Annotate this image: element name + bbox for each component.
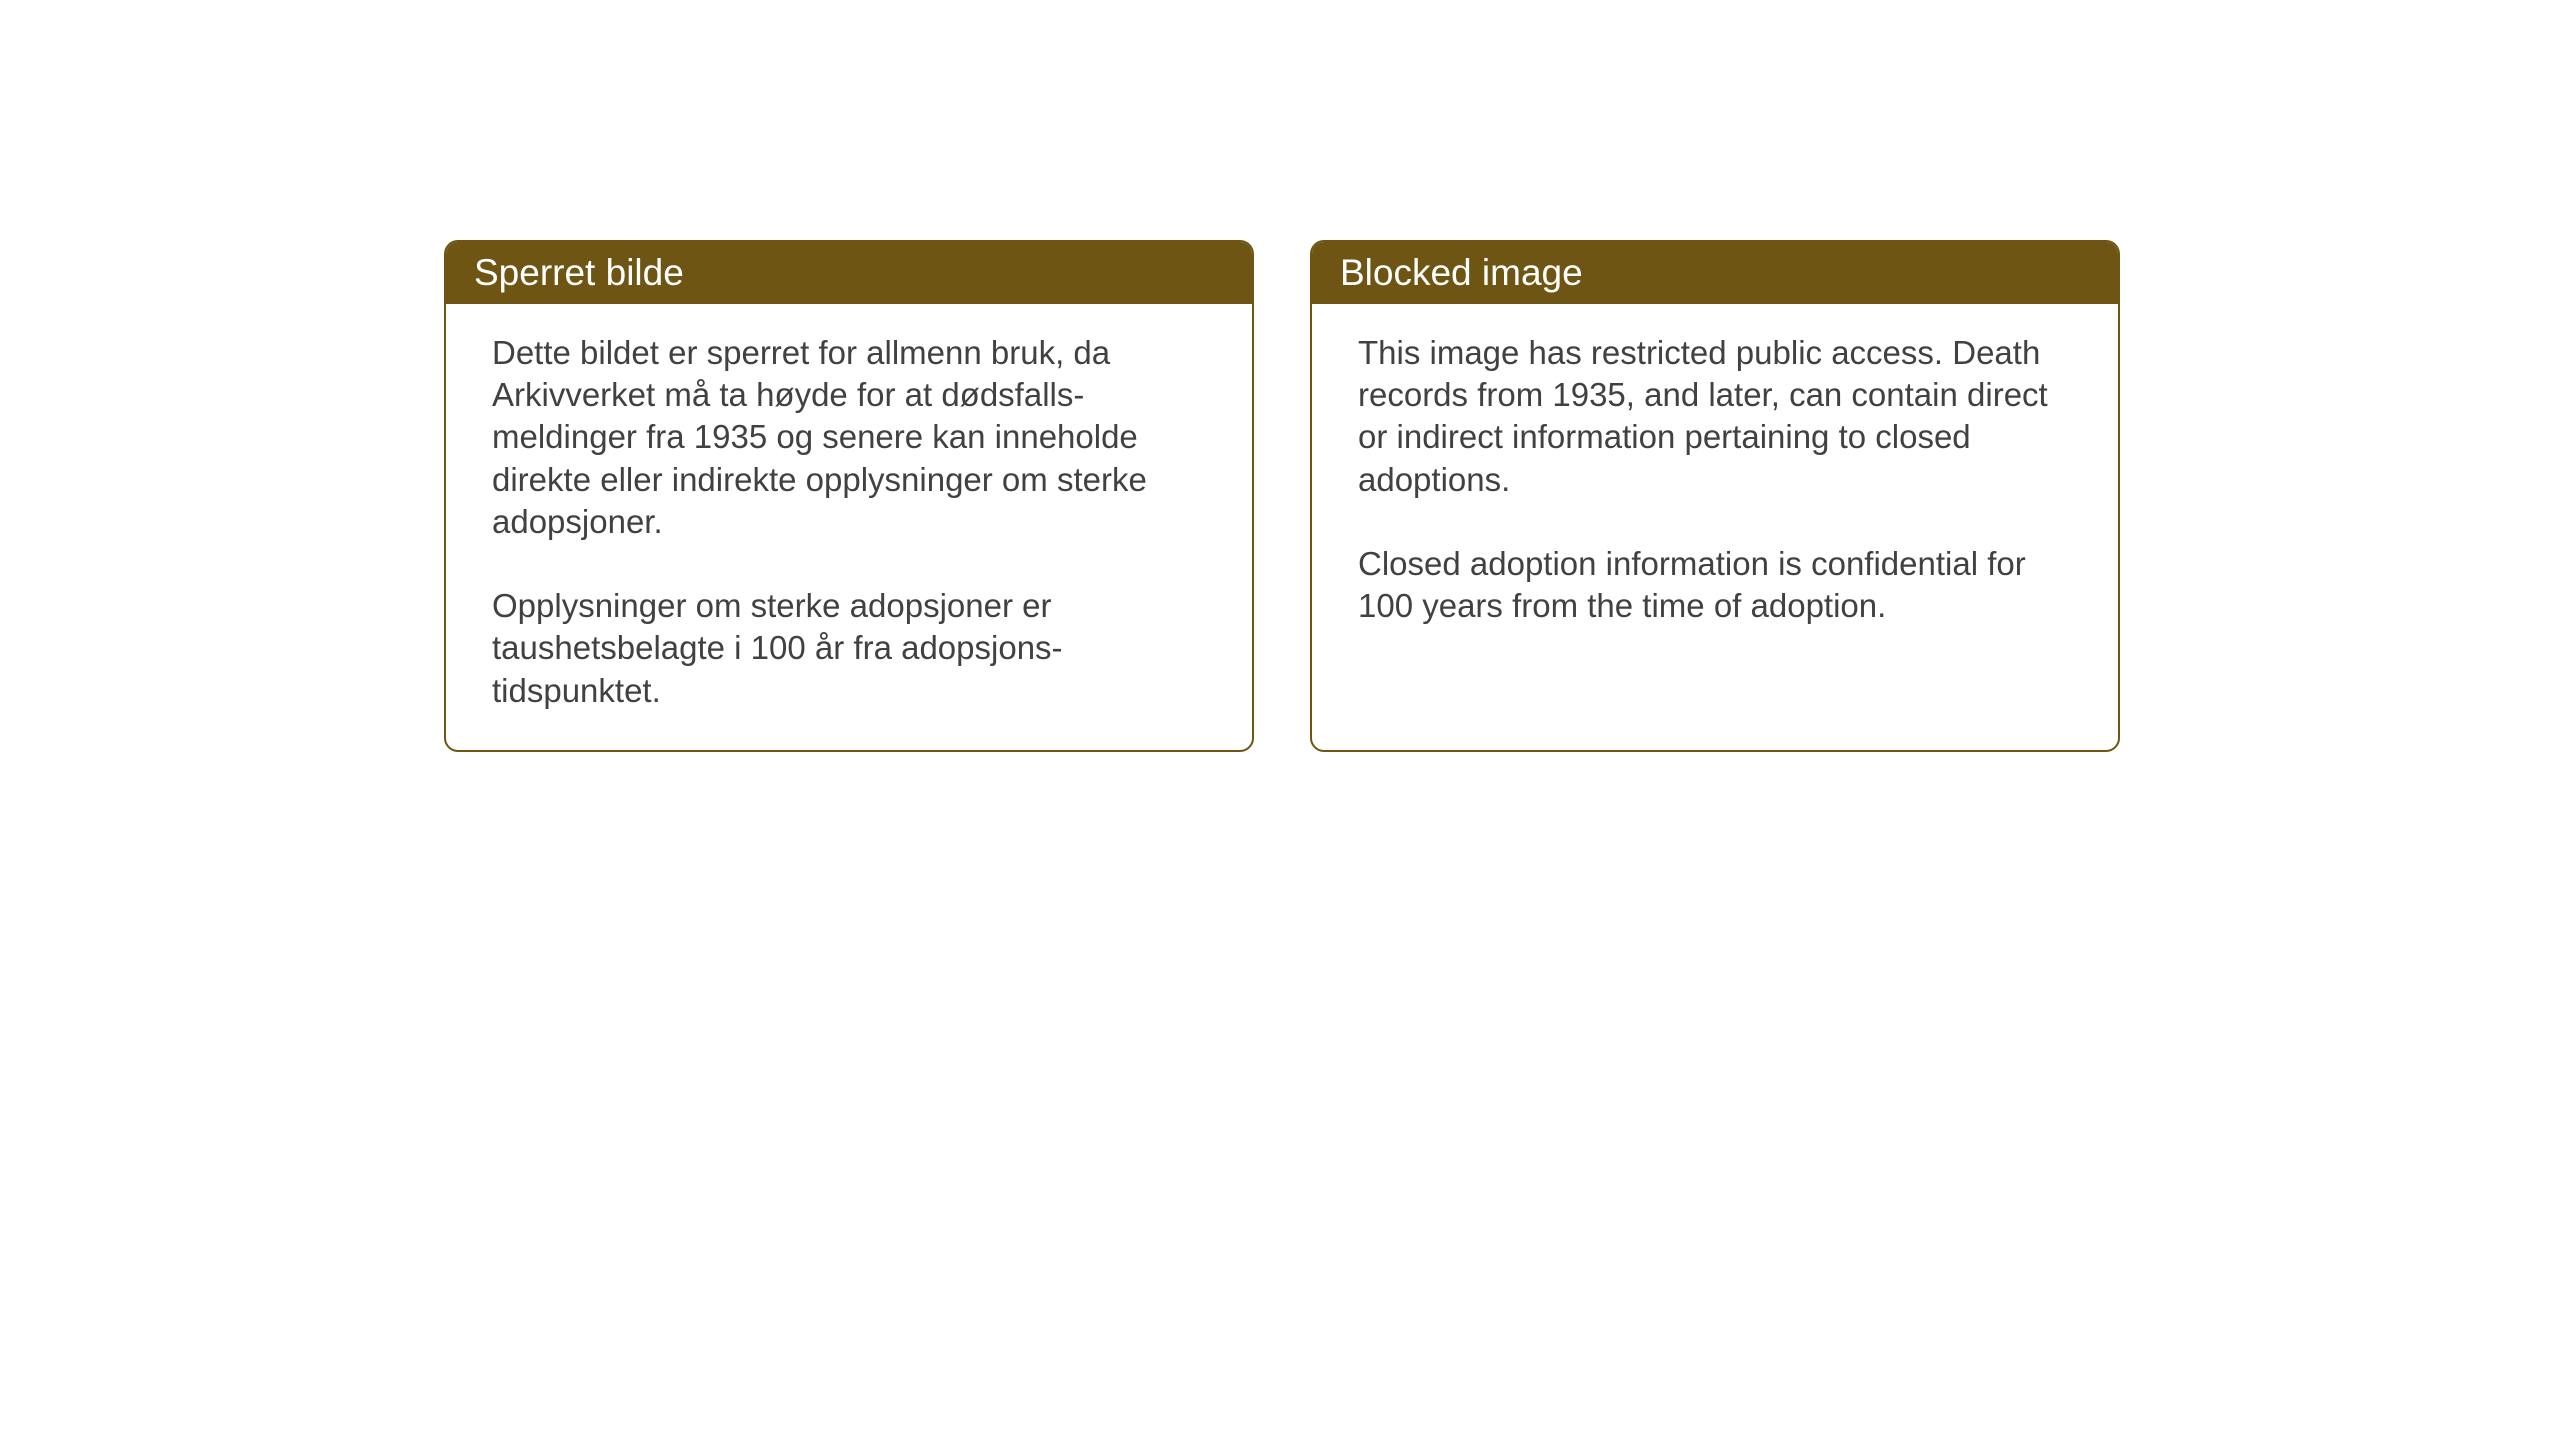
card-paragraph: Closed adoption information is confident… [1358,543,2072,627]
card-body-norwegian: Dette bildet er sperret for allmenn bruk… [446,304,1252,750]
info-card-english: Blocked image This image has restricted … [1310,240,2120,752]
card-header-english: Blocked image [1312,242,2118,304]
card-body-english: This image has restricted public access.… [1312,304,2118,665]
info-cards-container: Sperret bilde Dette bildet er sperret fo… [444,240,2120,752]
info-card-norwegian: Sperret bilde Dette bildet er sperret fo… [444,240,1254,752]
card-paragraph: Dette bildet er sperret for allmenn bruk… [492,332,1206,543]
card-title: Blocked image [1340,252,1583,293]
card-paragraph: This image has restricted public access.… [1358,332,2072,501]
card-title: Sperret bilde [474,252,684,293]
card-header-norwegian: Sperret bilde [446,242,1252,304]
card-paragraph: Opplysninger om sterke adopsjoner er tau… [492,585,1206,712]
